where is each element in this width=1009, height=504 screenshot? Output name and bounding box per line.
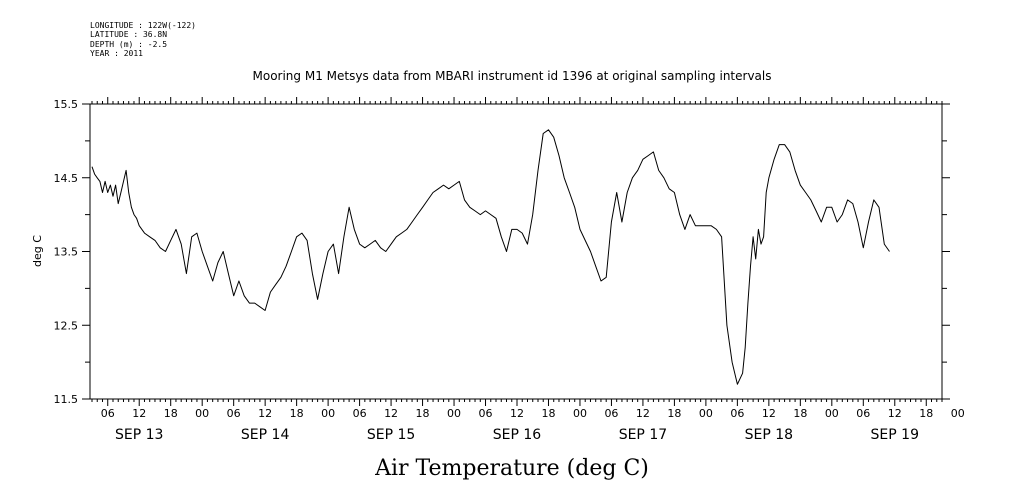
x-hour-label: 06 (479, 407, 493, 420)
x-hour-label: 00 (195, 407, 209, 420)
series-line-air-temperature (91, 129, 890, 385)
x-hour-label: 06 (730, 407, 744, 420)
depth-label: DEPTH (m) : -2.5 (90, 39, 168, 49)
x-hour-label: 18 (919, 407, 933, 420)
x-hour-label: 06 (856, 407, 870, 420)
x-day-label: SEP 13 (115, 427, 163, 443)
y-tick-label: 11.5 (54, 393, 79, 406)
x-hour-label: 06 (353, 407, 367, 420)
y-tick-label: 15.5 (54, 98, 79, 111)
x-axis: 06 12 18 00 06 12 18 00 06 12 18 00 06 12 18 00 06 12 18 00… (91, 97, 965, 443)
longitude-label: LONGITUDE : 122W(-122) (90, 21, 196, 30)
x-hour-label: 12 (384, 407, 398, 420)
x-hour-label: 00 (321, 407, 335, 420)
x-hour-label: 00 (825, 407, 839, 420)
x-hour-label: 12 (510, 407, 524, 420)
y-tick-label: 12.5 (54, 319, 79, 332)
year-label: YEAR : 2011 (90, 48, 143, 58)
y-axis-label: deg C (31, 235, 44, 267)
x-hour-label: 06 (101, 407, 115, 420)
x-hour-label: 12 (636, 407, 650, 420)
x-day-label: SEP 19 (871, 427, 919, 443)
station-metadata: LONGITUDE : 122W(-122) LATITUDE : 36.8N … (90, 21, 196, 58)
x-hour-label: 06 (227, 407, 241, 420)
plot-frame (89, 103, 943, 400)
x-hour-label: 18 (416, 407, 430, 420)
x-hour-label: 06 (604, 407, 618, 420)
y-tick-label: 14.5 (54, 172, 79, 185)
x-day-label: SEP 17 (619, 427, 667, 443)
x-hour-label: 12 (132, 407, 146, 420)
x-hour-label: 00 (951, 407, 965, 420)
x-day-label: SEP 16 (493, 427, 542, 443)
x-axis-title: Air Temperature (deg C) (374, 456, 649, 481)
x-hour-label: 00 (447, 407, 461, 420)
y-tick-label: 13.5 (54, 246, 79, 259)
x-hour-label: 12 (258, 407, 272, 420)
x-hour-label: 00 (699, 407, 713, 420)
x-hour-label: 18 (164, 407, 178, 420)
x-hour-label: 12 (888, 407, 902, 420)
x-hour-label: 18 (290, 407, 304, 420)
x-hour-label: 18 (793, 407, 807, 420)
x-hour-label: 00 (573, 407, 587, 420)
x-hour-label: 18 (541, 407, 555, 420)
latitude-label: LATITUDE : 36.8N (90, 30, 168, 40)
x-day-label: SEP 15 (367, 427, 415, 443)
y-axis: 15.5 14.5 13.5 12.5 11.5 (54, 98, 950, 406)
x-day-label: SEP 14 (241, 427, 290, 443)
x-hour-label: 18 (667, 407, 681, 420)
chart-title: Mooring M1 Metsys data from MBARI instru… (253, 69, 772, 83)
series-layer (91, 129, 890, 385)
x-day-label: SEP 18 (745, 427, 793, 443)
x-hour-label: 12 (762, 407, 776, 420)
